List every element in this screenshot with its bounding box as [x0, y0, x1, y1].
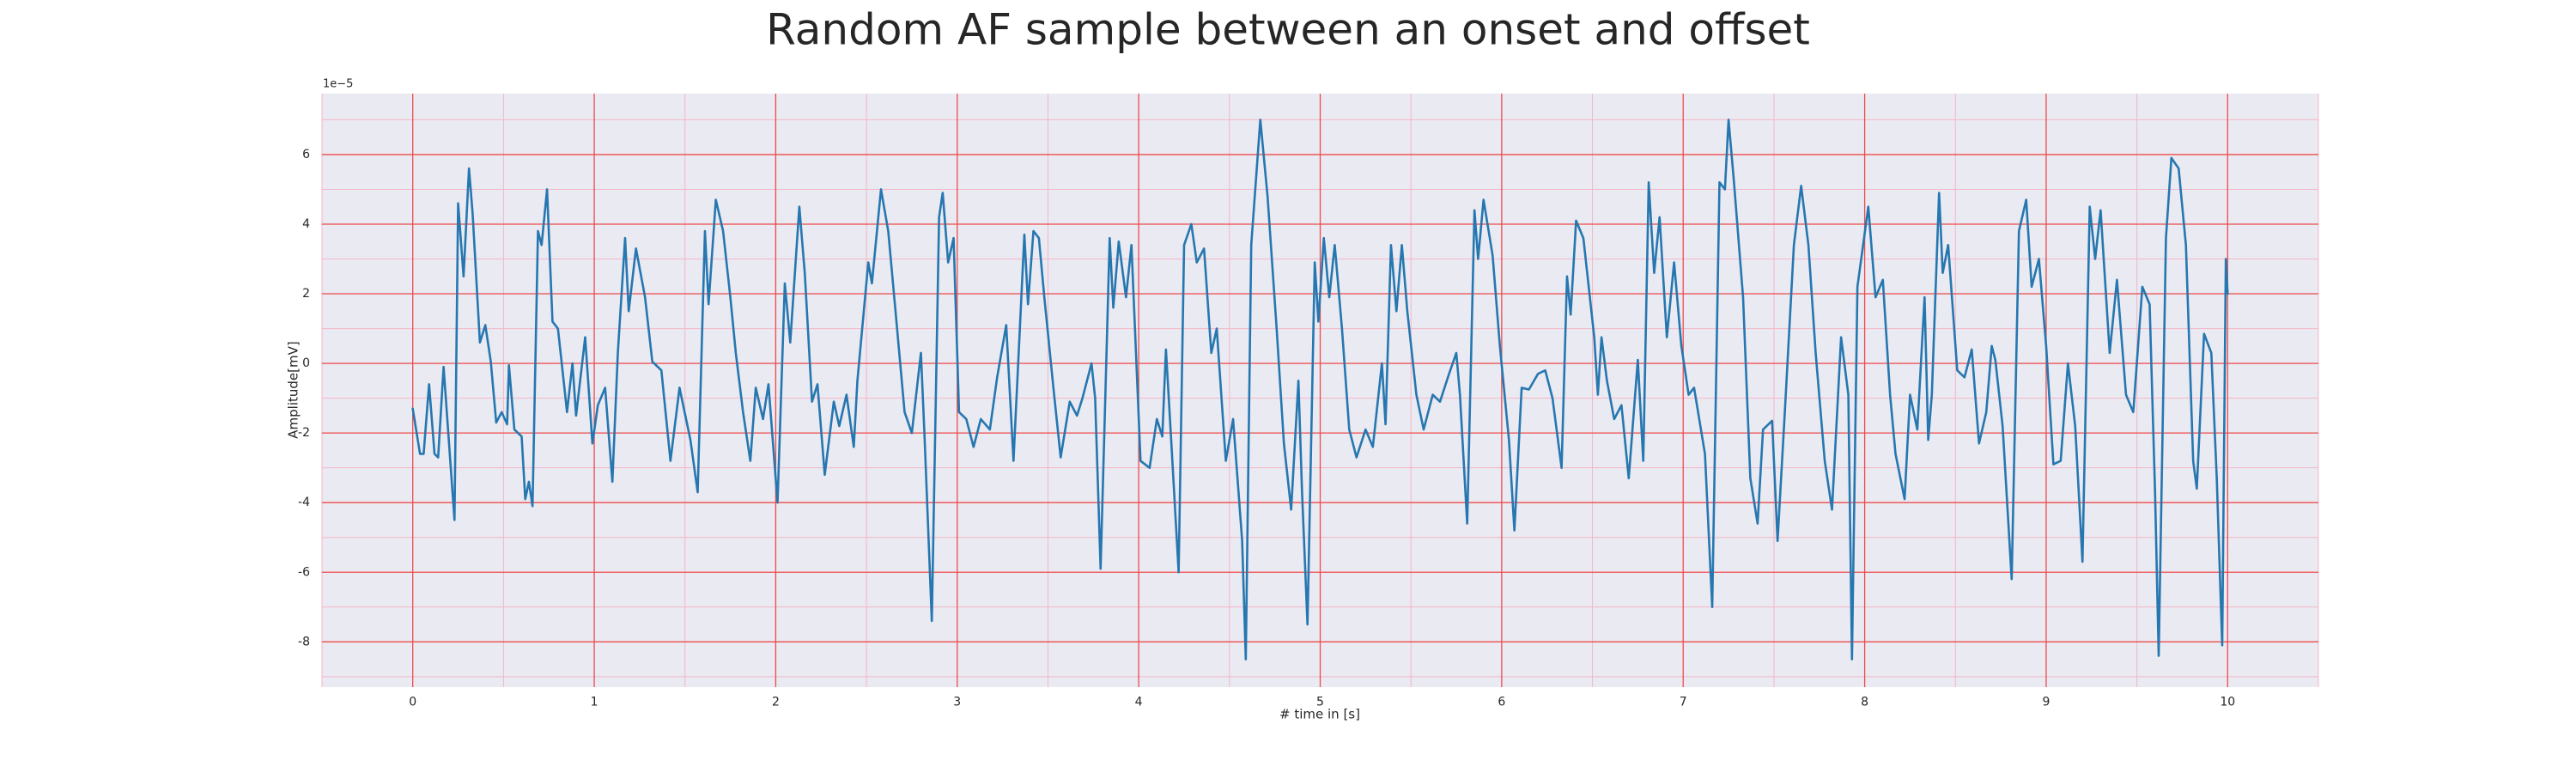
x-tick-label: 2: [772, 696, 780, 709]
chart-title: Random AF sample between an onset and of…: [766, 5, 1810, 55]
y-tick-label: -6: [298, 565, 310, 579]
y-tick-label: 6: [302, 148, 310, 161]
x-axis-label: # time in [s]: [1279, 707, 1360, 722]
x-tick-label: 5: [1316, 696, 1324, 709]
y-offset-label: 1e−5: [323, 78, 353, 91]
signal-line: [411, 119, 2229, 660]
x-tick-label: 7: [1680, 696, 1687, 709]
x-tick-label: 0: [409, 696, 416, 709]
x-tick-label: 8: [1861, 696, 1868, 709]
y-tick-label: -8: [298, 635, 310, 648]
x-tick-label: 4: [1135, 696, 1143, 709]
y-tick-label: 4: [302, 217, 310, 231]
x-tick-label: 3: [953, 696, 961, 709]
y-tick-label: 2: [302, 287, 310, 301]
y-tick-label: -2: [298, 426, 310, 440]
y-axis-label: Amplitude[mV]: [286, 341, 301, 438]
x-tick-label: 10: [2220, 696, 2235, 709]
y-tick-label: 0: [302, 356, 310, 370]
x-tick-label: 9: [2042, 696, 2050, 709]
x-tick-label: 6: [1498, 696, 1505, 709]
x-tick-label: 1: [591, 696, 598, 709]
y-tick-label: -4: [298, 496, 310, 509]
